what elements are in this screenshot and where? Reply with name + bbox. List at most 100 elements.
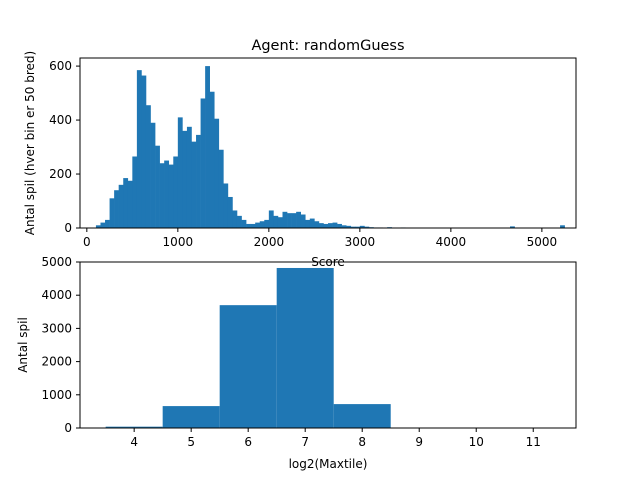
x-tick-label: 9 [415,435,423,449]
histogram-bar [355,226,361,228]
histogram-bar [191,141,197,228]
histogram-bar [136,70,142,228]
histogram-bar [318,223,324,228]
histogram-bar [132,156,138,228]
maxtile-y-ticks: 0 1000 2000 3000 4000 5000 [41,255,80,435]
maxtile-x-axis-label: log2(Maxtile) [289,457,368,471]
histogram-bar [333,404,391,428]
histogram-bar [350,226,356,228]
x-tick-label: 10 [469,435,484,449]
histogram-bar [246,223,251,228]
score-histogram-bars [95,66,565,228]
histogram-bar [300,214,306,228]
histogram-bar [168,164,174,228]
histogram-bar [510,226,515,228]
histogram-bar [560,225,565,228]
y-tick-label: 600 [49,59,72,73]
x-tick-label: 5000 [527,235,558,249]
score-x-ticks: 0 1000 2000 3000 4000 5000 [83,228,557,249]
score-histogram-frame [79,57,577,229]
y-tick-label: 3000 [41,321,72,335]
x-tick-label: 7 [301,435,309,449]
maxtile-y-axis-label: Antal spil [16,317,30,373]
histogram-bar [232,210,238,228]
y-tick-label: 0 [64,221,72,235]
histogram-bar [173,156,179,228]
x-tick-label: 4000 [436,235,467,249]
y-tick-label: 1000 [41,388,72,402]
score-y-axis-label: Antal spil (hver bin er 50 bred) [23,51,37,235]
histogram-bar [159,163,165,228]
x-tick-label: 11 [526,435,541,449]
histogram-bar [259,221,265,228]
histogram-bar [250,223,256,228]
histogram-bar [332,222,338,228]
histogram-bar [95,225,101,228]
histogram-bar [105,426,163,428]
x-tick-label: 3000 [345,235,376,249]
x-tick-label: 2000 [254,235,285,249]
histogram-bar [123,178,129,228]
histogram-bar [255,222,261,228]
histogram-bar [337,223,342,228]
histogram-bar [182,130,188,228]
histogram-bar [276,267,334,428]
histogram-bar [177,117,183,228]
histogram-bar [145,105,151,228]
histogram-bar [323,223,329,228]
histogram-bar [100,222,106,228]
histogram-bar [341,225,347,228]
histogram-bar [268,210,274,228]
histogram-bar [155,145,160,228]
y-tick-label: 0 [64,421,72,435]
histogram-bar [359,225,365,228]
chart-title: Agent: randomGuess [251,38,404,54]
maxtile-histogram-frame [79,261,577,429]
histogram-bar [309,218,315,228]
histogram-bar [200,98,206,228]
x-tick-label: 6 [244,435,252,449]
maxtile-x-ticks: 4 5 6 7 8 9 10 11 [130,428,541,449]
histogram-bar [127,180,133,228]
histogram-bar [287,213,292,228]
histogram-bar [150,122,156,228]
histogram-bar [282,211,288,228]
x-tick-label: 0 [83,235,91,249]
histogram-bar [236,215,242,228]
histogram-bar [223,183,229,228]
histogram-bar [277,217,283,228]
histogram-bar [264,219,270,228]
histogram-bar [219,305,277,428]
histogram-bar [241,219,247,228]
score-histogram: 0 1000 2000 3000 4000 5000 0 200 400 600 Agent: … [23,38,577,269]
histogram-bar [118,184,124,228]
histogram-bar [105,219,110,228]
histogram-bar [305,219,311,228]
histogram-bar [109,198,115,228]
histogram-bar [214,118,220,228]
histogram-bar [186,126,192,228]
y-tick-label: 2000 [41,355,72,369]
histogram-bar [164,160,170,228]
histogram-bar [291,213,297,228]
histogram-bar [196,134,201,228]
histogram-bar [218,149,224,228]
histogram-bar [296,211,301,228]
histogram-bar [314,221,320,228]
x-tick-label: 8 [358,435,366,449]
y-tick-label: 200 [49,167,72,181]
histogram-bar [162,406,220,428]
histogram-bar [209,91,215,228]
x-tick-label: 5 [187,435,195,449]
histogram-bar [114,190,119,228]
histogram-bar [364,226,370,228]
y-tick-label: 400 [49,113,72,127]
maxtile-histogram: 4 5 6 7 8 9 10 11 0 1000 2000 3000 4000 5000 log2(Ma… [16,255,577,471]
histogram-bar [205,66,210,228]
histogram-bar [227,196,233,228]
x-tick-label: 1000 [163,235,194,249]
histogram-bar [346,225,352,228]
maxtile-histogram-bars [105,267,391,428]
histogram-bar [273,215,279,228]
